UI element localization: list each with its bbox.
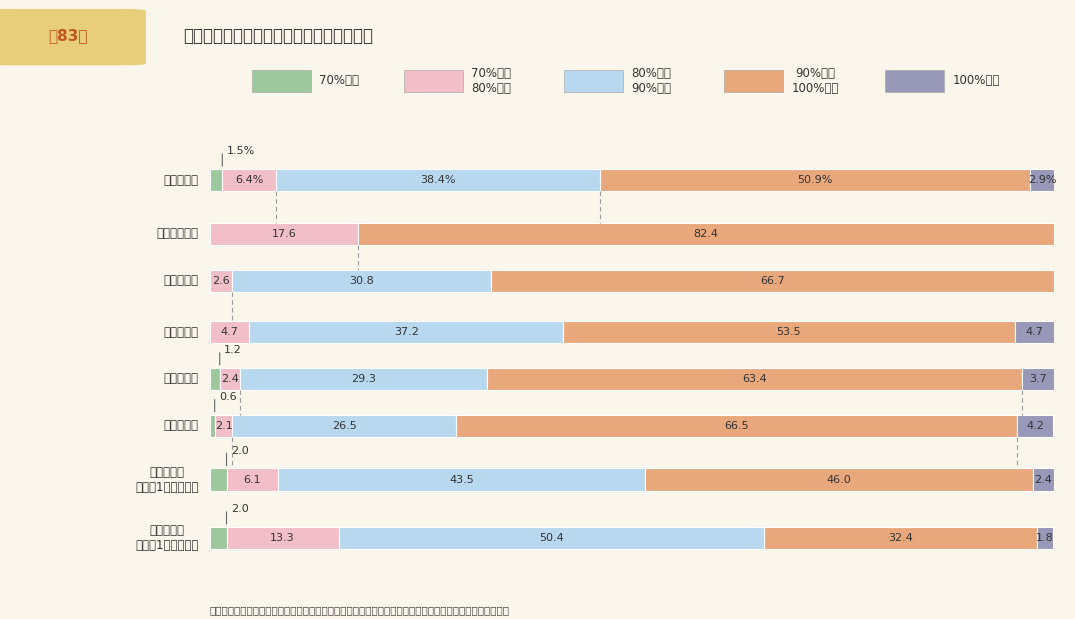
Text: 29.3: 29.3 xyxy=(352,374,376,384)
Text: 4.2: 4.2 xyxy=(1026,421,1044,431)
FancyBboxPatch shape xyxy=(252,70,311,92)
Bar xyxy=(1033,469,1054,491)
Text: 38.4%: 38.4% xyxy=(420,175,456,185)
Text: 町　　　村
〔人口1万人以上〕: 町 村 〔人口1万人以上〕 xyxy=(135,465,199,493)
Bar xyxy=(240,368,487,390)
Bar xyxy=(491,269,1055,292)
Text: 政令指定都市: 政令指定都市 xyxy=(157,227,199,240)
Bar xyxy=(210,368,219,390)
Text: 3.7: 3.7 xyxy=(1029,374,1047,384)
Text: 2.9%: 2.9% xyxy=(1028,175,1057,185)
Text: 32.4: 32.4 xyxy=(888,533,913,543)
Text: 4.7: 4.7 xyxy=(220,327,239,337)
Text: 2.6: 2.6 xyxy=(212,275,229,286)
Text: 50.4: 50.4 xyxy=(539,533,563,543)
Text: 0.6: 0.6 xyxy=(219,392,236,402)
Bar xyxy=(210,415,215,437)
Bar xyxy=(645,469,1033,491)
Text: 50.9%: 50.9% xyxy=(798,175,833,185)
Text: 30.8: 30.8 xyxy=(349,275,374,286)
FancyBboxPatch shape xyxy=(564,70,623,92)
Text: 2.4: 2.4 xyxy=(1034,475,1052,485)
Text: 70%未満: 70%未満 xyxy=(319,74,359,87)
FancyBboxPatch shape xyxy=(885,70,944,92)
Bar xyxy=(600,169,1030,191)
Text: 63.4: 63.4 xyxy=(743,374,768,384)
Text: 37.2: 37.2 xyxy=(393,327,418,337)
Text: 2.0: 2.0 xyxy=(231,446,248,456)
Bar xyxy=(249,321,563,344)
Text: （注）「市町村合計」とは、政令指定都市、中核市、特例市、中都市、小都市及び町村の単純合計である。: （注）「市町村合計」とは、政令指定都市、中核市、特例市、中都市、小都市及び町村の… xyxy=(210,605,510,615)
Text: 90%以上
100%未満: 90%以上 100%未満 xyxy=(792,67,840,95)
Text: 2.0: 2.0 xyxy=(231,504,248,514)
Bar xyxy=(563,321,1015,344)
Bar xyxy=(223,169,276,191)
Text: 1.8: 1.8 xyxy=(1036,533,1054,543)
Bar xyxy=(1037,527,1052,549)
Text: 2.4: 2.4 xyxy=(221,374,239,384)
Bar xyxy=(1030,169,1055,191)
Text: 市町村合計: 市町村合計 xyxy=(163,174,199,187)
Bar xyxy=(339,527,764,549)
Bar xyxy=(1015,321,1055,344)
Text: 6.1: 6.1 xyxy=(243,475,261,485)
Text: 43.5: 43.5 xyxy=(449,475,474,485)
Text: 17.6: 17.6 xyxy=(272,229,297,239)
Text: 46.0: 46.0 xyxy=(827,475,851,485)
Bar xyxy=(210,223,358,245)
Text: 53.5: 53.5 xyxy=(776,327,801,337)
FancyBboxPatch shape xyxy=(725,70,784,92)
Text: 小　都　市: 小 都 市 xyxy=(163,419,199,432)
Text: 4.7: 4.7 xyxy=(1026,327,1044,337)
Text: 70%以上
80%未満: 70%以上 80%未満 xyxy=(471,67,512,95)
Bar xyxy=(227,527,339,549)
Text: 特　例　市: 特 例 市 xyxy=(163,326,199,339)
Bar xyxy=(210,321,249,344)
Bar xyxy=(210,269,231,292)
Bar xyxy=(456,415,1017,437)
Text: 1.2: 1.2 xyxy=(224,345,242,355)
Bar xyxy=(276,169,600,191)
FancyBboxPatch shape xyxy=(404,70,463,92)
Text: 町　　　村
〔人口1万人未満〕: 町 村 〔人口1万人未満〕 xyxy=(135,524,199,552)
Bar xyxy=(231,269,491,292)
FancyBboxPatch shape xyxy=(0,10,145,64)
Bar xyxy=(1022,368,1054,390)
Text: 66.7: 66.7 xyxy=(760,275,785,286)
Bar xyxy=(210,527,227,549)
Bar xyxy=(227,469,278,491)
Bar xyxy=(210,469,227,491)
Bar xyxy=(764,527,1037,549)
Bar xyxy=(219,368,240,390)
Text: 6.4%: 6.4% xyxy=(235,175,263,185)
Text: 13.3: 13.3 xyxy=(270,533,295,543)
Text: 第83図: 第83図 xyxy=(48,28,87,43)
Bar xyxy=(278,469,645,491)
Bar xyxy=(1017,415,1052,437)
Text: 2.1: 2.1 xyxy=(215,421,232,431)
Text: 100%以上: 100%以上 xyxy=(952,74,1000,87)
Bar xyxy=(358,223,1054,245)
Text: 中　核　市: 中 核 市 xyxy=(163,274,199,287)
Bar xyxy=(210,169,223,191)
Text: 26.5: 26.5 xyxy=(332,421,357,431)
Bar xyxy=(487,368,1022,390)
Text: 66.5: 66.5 xyxy=(725,421,749,431)
Bar xyxy=(215,415,232,437)
Text: 80%以上
90%未満: 80%以上 90%未満 xyxy=(632,67,672,95)
Text: 団体規模別経常収支比率の状況（構成比）: 団体規模別経常収支比率の状況（構成比） xyxy=(183,27,373,45)
Text: 中　都　市: 中 都 市 xyxy=(163,373,199,386)
Text: 82.4: 82.4 xyxy=(693,229,718,239)
Bar xyxy=(232,415,456,437)
Text: 1.5%: 1.5% xyxy=(227,146,255,156)
